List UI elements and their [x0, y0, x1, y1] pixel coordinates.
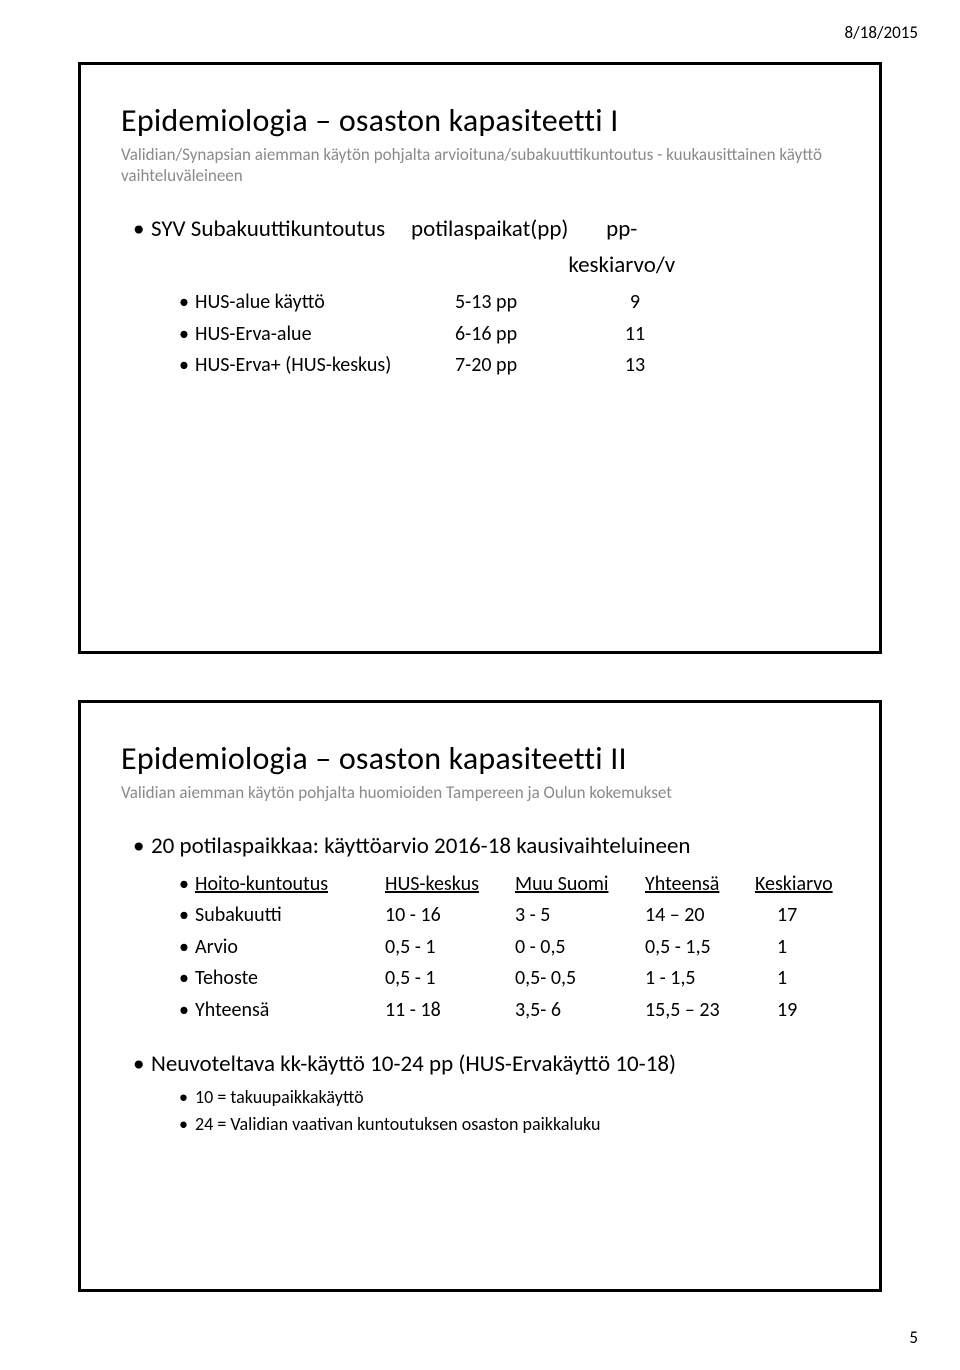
cell: 3,5- 6	[515, 995, 645, 1027]
cell: Arvio	[195, 932, 385, 964]
list-item: 10 = takuupaikkakäyttö	[179, 1084, 839, 1111]
slide2-footer-text: Neuvoteltava kk-käyttö 10-24 pp (HUS-Erv…	[151, 1050, 676, 1078]
cell: 15,5 – 23	[645, 995, 755, 1027]
cell: 14 – 20	[645, 900, 755, 932]
slide1-subtitle: Validian/Synapsian aiemman käytön pohjal…	[121, 144, 839, 186]
table-row: HUS-Erva+ (HUS-keskus) 7-20 pp 13	[179, 350, 839, 382]
cell: 9	[595, 287, 675, 319]
slide2-footer-line: Neuvoteltava kk-käyttö 10-24 pp (HUS-Erv…	[133, 1047, 839, 1139]
page-number: 5	[909, 1327, 918, 1348]
cell: 0,5 - 1	[385, 932, 515, 964]
cell: 0,5 - 1	[385, 963, 515, 995]
cell: 7-20 pp	[455, 350, 595, 382]
s1-h-c3: pp-keskiarvo/v	[568, 212, 675, 283]
cell: HUS-alue käyttö	[195, 287, 455, 319]
slide2-table-header: Hoito-kuntoutus HUS-keskus Muu Suomi Yht…	[179, 869, 839, 901]
cell: Tehoste	[195, 963, 385, 995]
cell: 19	[755, 995, 865, 1027]
slide2-line1-text: 20 potilaspaikkaa: käyttöarvio 2016-18 k…	[151, 832, 690, 860]
slide-1: Epidemiologia – osaston kapasiteetti I V…	[78, 62, 882, 654]
slide2-title: Epidemiologia – osaston kapasiteetti II	[121, 739, 839, 778]
cell: 0,5 - 1,5	[645, 932, 755, 964]
th: Yhteensä	[645, 869, 755, 901]
page-container: 8/18/2015 5 Epidemiologia – osaston kapa…	[0, 0, 960, 1370]
cell: 17	[755, 900, 865, 932]
cell: Yhteensä	[195, 995, 385, 1027]
cell: 3 - 5	[515, 900, 645, 932]
table-row: Yhteensä 11 - 18 3,5- 6 15,5 – 23 19	[179, 995, 839, 1027]
cell: 5-13 pp	[455, 287, 595, 319]
table-row: HUS-Erva-alue 6-16 pp 11	[179, 319, 839, 351]
cell: 1 - 1,5	[645, 963, 755, 995]
table-row: HUS-alue käyttö 5-13 pp 9	[179, 287, 839, 319]
slide2-subtitle: Validian aiemman käytön pohjalta huomioi…	[121, 782, 839, 803]
cell: 0,5- 0,5	[515, 963, 645, 995]
th: Muu Suomi	[515, 869, 645, 901]
slide2-footer-bullets: Neuvoteltava kk-käyttö 10-24 pp (HUS-Erv…	[121, 1047, 839, 1139]
cell: 10 - 16	[385, 900, 515, 932]
slide1-data-rows: HUS-alue käyttö 5-13 pp 9 HUS-Erva-alue …	[151, 287, 839, 382]
cell: 13	[595, 350, 675, 382]
slide2-line1: 20 potilaspaikkaa: käyttöarvio 2016-18 k…	[133, 829, 839, 1027]
cell: 11 - 18	[385, 995, 515, 1027]
slide2-footer-sub: 10 = takuupaikkakäyttö 24 = Validian vaa…	[151, 1084, 839, 1138]
table-row: Subakuutti 10 - 16 3 - 5 14 – 20 17	[179, 900, 839, 932]
th: Keskiarvo	[755, 869, 865, 901]
slide-2: Epidemiologia – osaston kapasiteetti II …	[78, 700, 882, 1292]
header-date: 8/18/2015	[845, 22, 918, 43]
cell: Subakuutti	[195, 900, 385, 932]
list-item: 24 = Validian vaativan kuntoutuksen osas…	[179, 1111, 839, 1138]
cell: 0 - 0,5	[515, 932, 645, 964]
cell: 6-16 pp	[455, 319, 595, 351]
slide2-table: Hoito-kuntoutus HUS-keskus Muu Suomi Yht…	[151, 869, 839, 1027]
th: Hoito-kuntoutus	[195, 869, 385, 901]
slide1-bullets: SYV Subakuuttikuntoutus potilaspaikat(pp…	[121, 212, 839, 382]
cell: 11	[595, 319, 675, 351]
cell: HUS-Erva-alue	[195, 319, 455, 351]
slide1-header-row: SYV Subakuuttikuntoutus potilaspaikat(pp…	[133, 212, 839, 382]
cell: 1	[755, 932, 865, 964]
cell: HUS-Erva+ (HUS-keskus)	[195, 350, 455, 382]
table-row: Tehoste 0,5 - 1 0,5- 0,5 1 - 1,5 1	[179, 963, 839, 995]
table-row: Arvio 0,5 - 1 0 - 0,5 0,5 - 1,5 1	[179, 932, 839, 964]
th: HUS-keskus	[385, 869, 515, 901]
s1-h-c2: potilaspaikat(pp)	[411, 212, 568, 283]
slide2-bullets: 20 potilaspaikkaa: käyttöarvio 2016-18 k…	[121, 829, 839, 1027]
s1-h-c1: SYV Subakuuttikuntoutus	[151, 212, 411, 283]
slide1-title: Epidemiologia – osaston kapasiteetti I	[121, 101, 839, 140]
cell: 1	[755, 963, 865, 995]
